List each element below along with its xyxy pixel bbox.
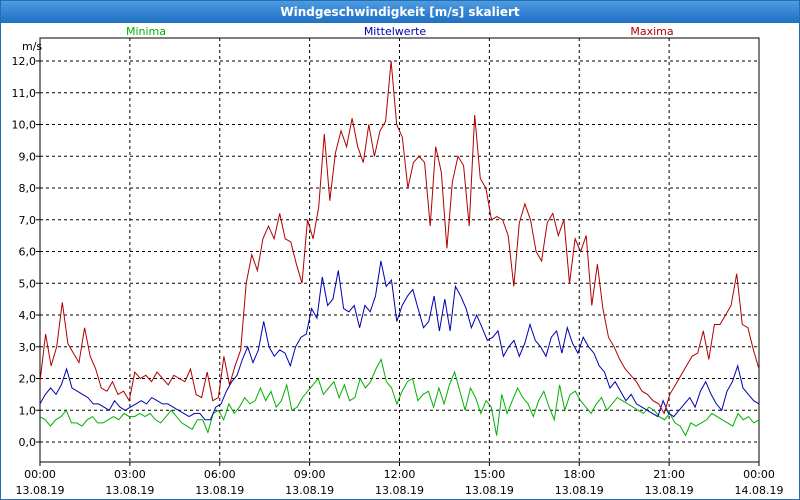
x-tick-date: 13.08.19 [285,484,334,497]
x-tick-time: 12:00 [384,468,416,481]
x-tick-time: 21:00 [653,468,685,481]
x-tick-time: 00:00 [743,468,775,481]
chart-title: Windgeschwindigkeit [m/s] skaliert [1,1,799,23]
x-tick-date: 13.08.19 [375,484,424,497]
y-tick-label: 0,0 [19,436,37,449]
x-tick-time: 09:00 [294,468,326,481]
y-tick-label: 1,0 [19,404,37,417]
y-axis-label: m/s [22,40,42,53]
y-tick-label: 11,0 [12,87,37,100]
y-tick-label: 7,0 [19,214,37,227]
x-tick-date: 13.08.19 [16,484,65,497]
x-tick-date: 13.08.19 [465,484,514,497]
x-tick-date: 14.08.19 [735,484,784,497]
y-tick-label: 10,0 [12,119,37,132]
x-tick-time: 18:00 [563,468,595,481]
y-tick-label: 2,0 [19,373,37,386]
x-tick-date: 13.08.19 [555,484,604,497]
x-tick-date: 13.08.19 [195,484,244,497]
legend-minima: Minima [126,25,166,38]
y-tick-label: 12,0 [12,55,37,68]
series-line-mittelwerte [39,260,760,421]
y-tick-label: 6,0 [19,246,37,259]
x-tick-time: 03:00 [114,468,146,481]
x-tick-time: 15:00 [474,468,506,481]
x-tick-date: 13.08.19 [645,484,694,497]
x-tick-time: 00:00 [24,468,56,481]
y-tick-label: 8,0 [19,182,37,195]
x-tick-time: 06:00 [204,468,236,481]
y-tick-label: 4,0 [19,309,37,322]
y-tick-label: 5,0 [19,277,37,290]
legend-maxima: Maxima [630,25,673,38]
legend-mittelwerte: Mittelwerte [364,25,427,38]
series-line-maxima [39,60,760,415]
series-line-minima [39,358,760,437]
y-tick-label: 9,0 [19,150,37,163]
y-tick-label: 3,0 [19,341,37,354]
x-tick-date: 13.08.19 [105,484,154,497]
